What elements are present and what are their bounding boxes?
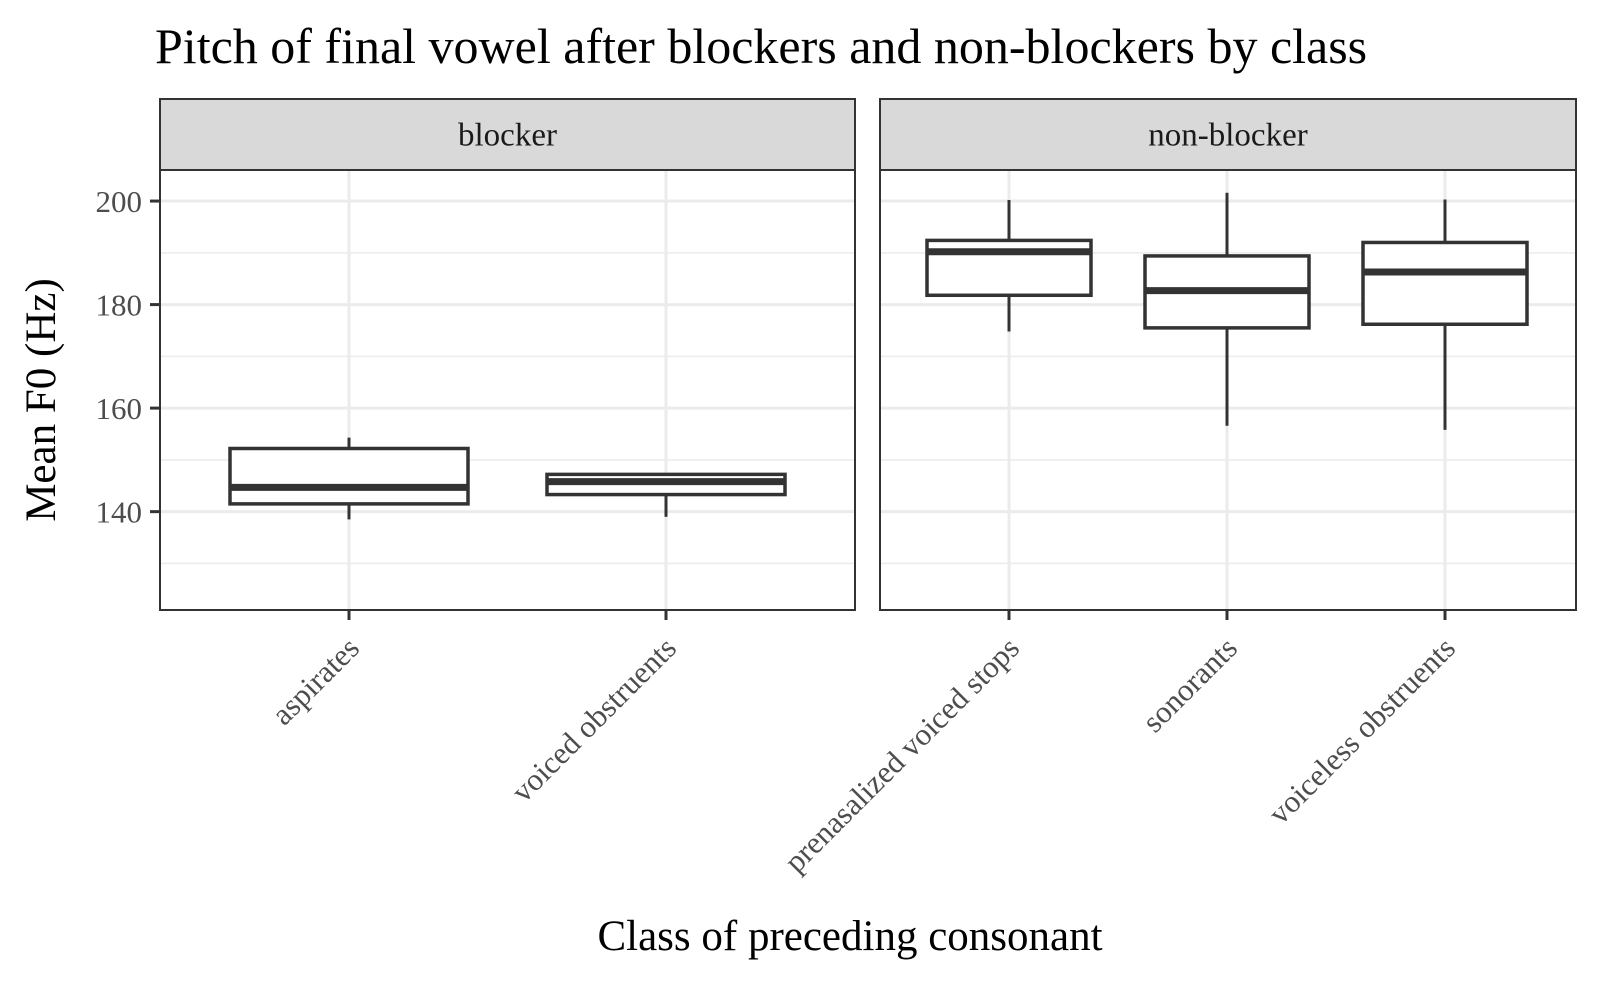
y-tick-label: 180	[96, 288, 143, 323]
box-iqr	[228, 446, 470, 506]
box-sonorants	[1143, 192, 1311, 426]
facet-strip	[159, 98, 856, 171]
facet-panels: aspirates voiced obstruents blocker prenasa…	[159, 98, 1577, 879]
x-tick-label: aspirates	[265, 630, 366, 731]
facet-panel-blocker: aspirates voiced obstruents blocker	[159, 98, 856, 809]
y-tick-label: 160	[96, 391, 143, 426]
x-tick-label: voiceless obstruents	[1261, 630, 1462, 831]
box-iqr	[1361, 240, 1529, 327]
x-axis-title: Class of preceding consonant	[597, 913, 1102, 960]
facet-strip-label: blocker	[458, 118, 557, 154]
x-tick-label: sonorants	[1135, 630, 1244, 739]
facet-panel-non-blocker: prenasalized voiced stops sonorants voicel…	[777, 98, 1577, 879]
panel-background	[160, 170, 855, 610]
box-aspirates	[228, 437, 470, 520]
box-voiced-obstruents	[545, 472, 787, 517]
x-tick-label: voiced obstruents	[504, 630, 683, 809]
facet-strip	[879, 98, 1577, 171]
box-prenasalized-voiced-stops	[925, 200, 1093, 332]
y-axis-title: Mean F0 (Hz)	[18, 278, 65, 522]
y-tick-label: 140	[96, 495, 143, 530]
y-axis: 140 160 180 200	[96, 184, 160, 530]
box-voiceless-obstruents	[1361, 199, 1529, 430]
facet-strip-label: non-blocker	[1148, 118, 1307, 154]
y-tick-label: 200	[96, 184, 143, 219]
x-tick-label: prenasalized voiced stops	[777, 630, 1026, 879]
chart-title: Pitch of final vowel after blockers and …	[155, 18, 1367, 74]
